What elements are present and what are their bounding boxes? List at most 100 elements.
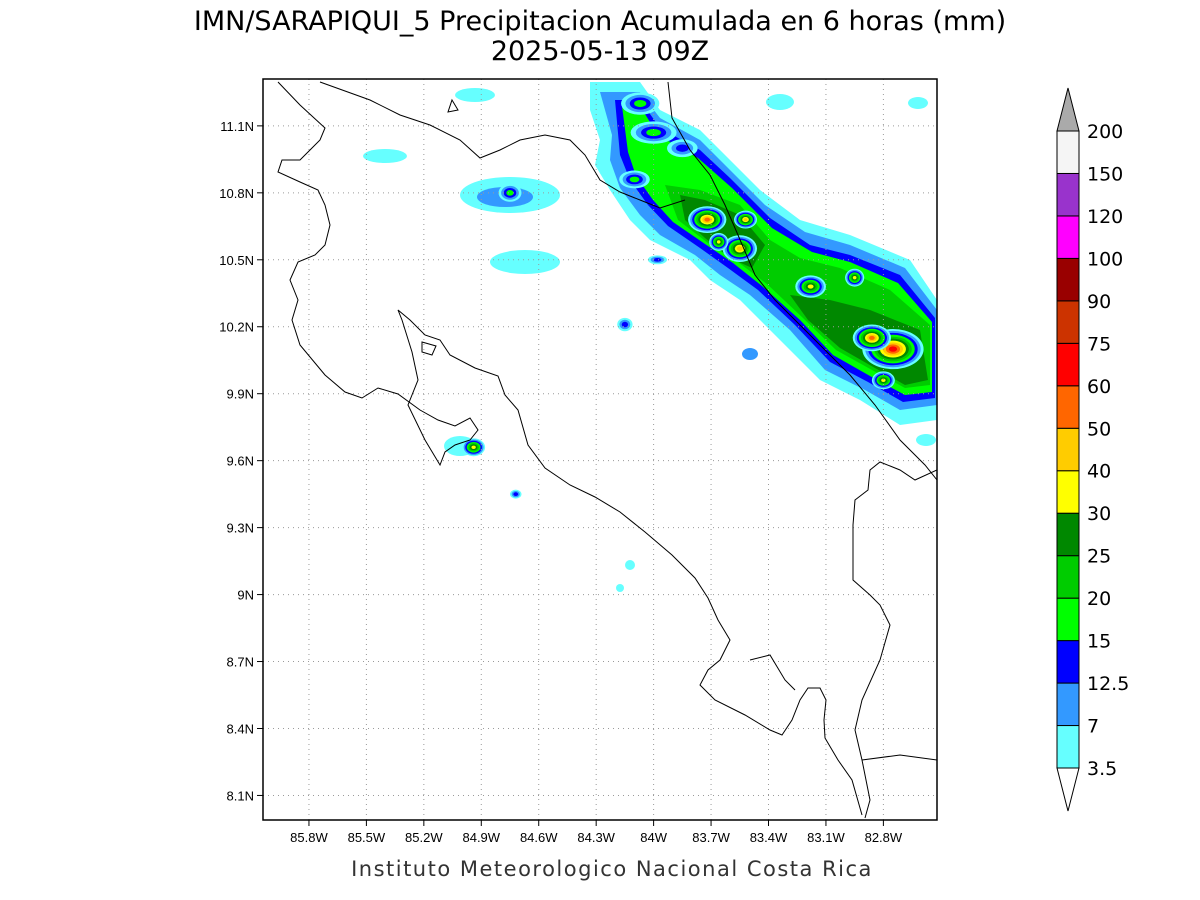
x-tick-label: 85.5W (348, 830, 386, 845)
precip-cell-s (625, 560, 635, 570)
precip-core-ring (629, 176, 640, 183)
precip-core-ring (807, 284, 814, 289)
y-tick-label: 8.7N (227, 655, 254, 670)
precip-core-ring (621, 321, 629, 328)
golfito-coast (749, 654, 796, 691)
precip-core-ring (881, 378, 886, 382)
precip-cell-c (742, 348, 758, 360)
colorbar-swatch (1056, 555, 1080, 599)
colorbar-label: 20 (1087, 588, 1111, 610)
precip-core-ring (736, 246, 743, 251)
colorbar: 3.5 7 12.5 15 20 25 30 40 50 60 75 90 100 120 150 200 (1056, 87, 1129, 812)
x-tick-label: 83.1W (807, 830, 845, 845)
precip-core-ring (704, 217, 711, 222)
precip-core-ring (676, 144, 689, 152)
precip-core-ring (513, 492, 519, 496)
y-tick-label: 9.3N (227, 521, 254, 536)
panama-border (852, 461, 937, 819)
colorbar-label: 90 (1087, 291, 1111, 313)
colorbar-swatch (1056, 470, 1080, 514)
x-tick-label: 83.7W (692, 830, 730, 845)
colorbar-label: 12.5 (1087, 673, 1129, 695)
colorbar-under-triangle (1056, 767, 1080, 812)
caribbean-coastline (667, 81, 937, 481)
precip-cell-e (916, 434, 936, 446)
map-title: IMN/SARAPIQUI_5 Precipitacion Acumulada … (194, 6, 1006, 37)
precip-cell-nw-2 (490, 250, 560, 274)
precip-core-ring (852, 275, 857, 280)
y-axis-ticks: 11.1N 10.8N 10.5N 10.2N 9.9N 9.6N 9.3N 9N 8.7N 8.… (219, 119, 263, 803)
x-tick-label: 83.4W (750, 830, 788, 845)
precip-core-ring (888, 346, 898, 352)
colorbar-swatch (1056, 172, 1080, 217)
x-tick-label: 85.8W (290, 830, 328, 845)
colorbar-label: 200 (1087, 121, 1123, 143)
colorbar-label: 75 (1087, 333, 1111, 355)
colorbar-swatch (1056, 427, 1080, 472)
precip-core-ring (869, 335, 875, 340)
y-tick-label: 9.6N (227, 454, 254, 469)
map-grid (263, 79, 937, 820)
colorbar-swatch (1056, 725, 1080, 769)
y-tick-label: 8.4N (227, 721, 254, 736)
nicaragua-border (319, 81, 686, 209)
y-tick-label: 11.1N (220, 119, 254, 134)
colorbar-swatch (1056, 257, 1080, 302)
map-subtitle-date: 2025-05-13 09Z (491, 36, 709, 67)
island-outline (421, 341, 437, 356)
precip-cell-n (455, 88, 495, 102)
plot-frame (262, 78, 938, 821)
colorbar-swatch (1056, 512, 1080, 557)
x-tick-label: 82.8W (865, 830, 903, 845)
colorbar-label: 7 (1087, 716, 1099, 738)
colorbar-swatch (1056, 342, 1080, 387)
precip-cell-ne-2 (908, 97, 928, 109)
x-tick-label: 84.6W (520, 830, 558, 845)
colorbar-label: 3.5 (1087, 758, 1117, 780)
y-tick-label: 9N (237, 588, 254, 603)
colorbar-label: 60 (1087, 376, 1111, 398)
colorbar-label: 100 (1087, 248, 1123, 270)
y-tick-label: 10.8N (219, 186, 254, 201)
pacific-coastline (277, 81, 863, 816)
x-tick-label: 84.3W (577, 830, 615, 845)
precip-core-ring (646, 129, 661, 137)
precip-core-ring (653, 257, 662, 262)
precip-cell-ne (766, 94, 794, 110)
burica-coast (861, 754, 937, 761)
colorbar-swatch (1056, 640, 1080, 684)
y-tick-label: 9.9N (227, 387, 254, 402)
colorbar-swatch (1056, 682, 1080, 727)
precip-cell-s-2 (616, 584, 624, 592)
x-tick-label: 85.2W (405, 830, 443, 845)
x-tick-label: 84W (640, 830, 667, 845)
coastlines (277, 81, 937, 819)
precip-core-ring (506, 189, 514, 196)
colorbar-label: 40 (1087, 461, 1111, 483)
precip-core-ring (716, 240, 721, 244)
x-axis-ticks: 85.8W 85.5W 85.2W 84.9W 84.6W 84.3W 84W 83.7W 83… (290, 820, 903, 845)
y-tick-label: 10.2N (219, 320, 254, 335)
colorbar-swatch (1056, 300, 1080, 344)
precipitation-cores (462, 92, 924, 499)
precip-core-ring (471, 445, 476, 449)
y-tick-label: 8.1N (227, 788, 254, 803)
colorbar-swatch (1056, 215, 1080, 259)
colorbar-label: 15 (1087, 631, 1111, 653)
colorbar-over-triangle (1056, 87, 1080, 132)
footer-credit: Instituto Meteorologico Nacional Costa R… (351, 857, 873, 881)
colorbar-label: 50 (1087, 418, 1111, 440)
lake-outline (447, 98, 459, 113)
precip-core-ring (743, 218, 748, 222)
colorbar-label: 120 (1087, 206, 1123, 228)
precip-cell-w (363, 149, 407, 163)
plot-area (263, 79, 937, 820)
colorbar-swatch (1056, 597, 1080, 642)
colorbar-swatch (1056, 130, 1080, 174)
precip-core-ring (634, 100, 647, 108)
colorbar-swatch (1056, 385, 1080, 429)
colorbar-label: 25 (1087, 546, 1111, 568)
x-tick-label: 84.9W (462, 830, 500, 845)
y-tick-label: 10.5N (219, 253, 254, 268)
